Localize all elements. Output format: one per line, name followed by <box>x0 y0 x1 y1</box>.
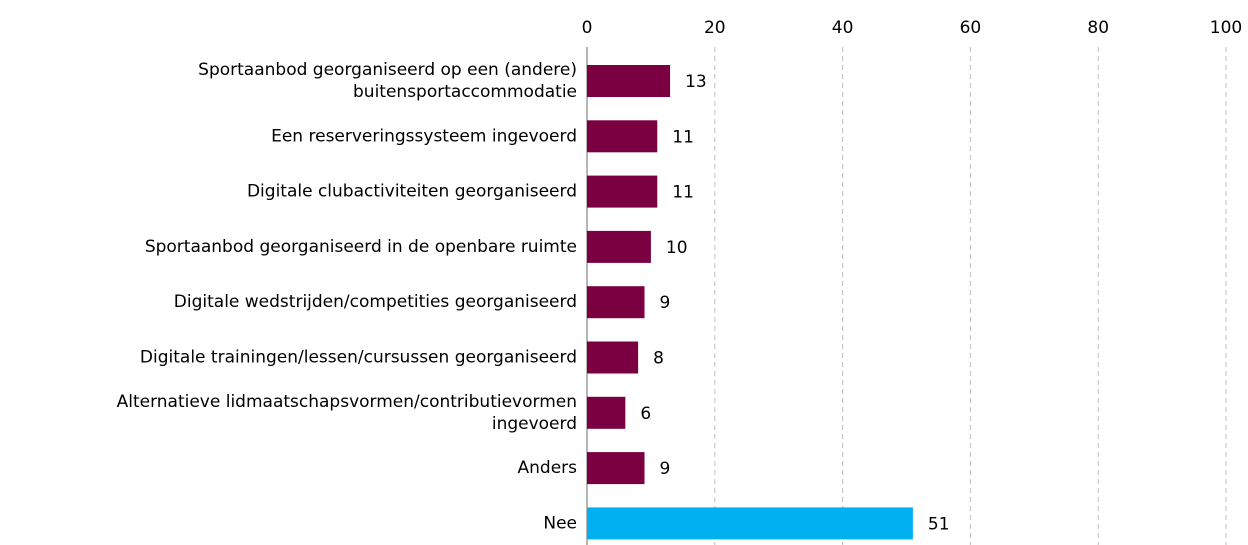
bar <box>587 175 658 208</box>
value-label: 11 <box>672 127 694 147</box>
category-label: Digitale clubactiviteiten georganiseerd <box>247 182 577 202</box>
x-tick-label: 0 <box>582 18 593 38</box>
x-tick-label: 20 <box>704 18 726 38</box>
bar <box>587 507 913 540</box>
bar <box>587 452 645 485</box>
category-label: Digitale trainingen/lessen/cursussen geo… <box>140 348 577 368</box>
x-tick-label: 80 <box>1087 18 1109 38</box>
category-label: Sportaanbod georganiseerd in de openbare… <box>145 237 577 257</box>
value-label: 8 <box>653 349 664 369</box>
value-label: 10 <box>666 238 688 258</box>
x-tick-label: 40 <box>832 18 854 38</box>
bar <box>587 396 626 429</box>
category-label: Een reserveringssysteem ingevoerd <box>271 126 577 146</box>
bar <box>587 286 645 319</box>
x-tick-label: 60 <box>960 18 982 38</box>
category-label: Sportaanbod georganiseerd op een (andere… <box>198 60 577 102</box>
value-label: 9 <box>660 293 671 313</box>
value-label: 9 <box>660 459 671 479</box>
x-tick-label: 100 <box>1210 18 1242 38</box>
category-label: Anders <box>518 458 578 478</box>
bar <box>587 65 671 97</box>
category-label: Alternatieve lidmaatschapsvormen/contrib… <box>117 392 577 434</box>
value-label: 11 <box>672 183 694 203</box>
bar <box>587 341 639 374</box>
category-label: Nee <box>543 513 577 533</box>
category-label: Digitale wedstrijden/competities georgan… <box>174 292 577 312</box>
bar <box>587 120 658 153</box>
bar <box>587 230 651 263</box>
value-label: 51 <box>928 514 950 534</box>
value-label: 13 <box>685 72 707 92</box>
value-label: 6 <box>640 404 651 424</box>
